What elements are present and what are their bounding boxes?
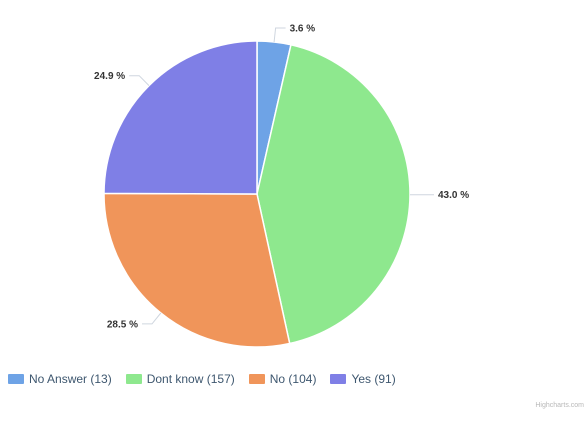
legend-item-dont-know[interactable]: Dont know (157)	[125, 372, 235, 386]
legend-swatch-no	[248, 374, 265, 384]
legend-label-no-answer: No Answer (13)	[29, 372, 112, 386]
label-connectors	[129, 27, 434, 325]
data-labels: 3.6 % 43.0 % 28.5 % 24.9 %	[94, 24, 469, 331]
pie-slice-no[interactable]	[103, 192, 291, 348]
pie-slices	[103, 40, 411, 348]
credits-link[interactable]: Highcharts.com	[535, 402, 584, 409]
legend: No Answer (13) Dont know (157) No (104) …	[8, 372, 583, 386]
legend-item-no[interactable]: No (104)	[248, 372, 317, 386]
pie-slice-dont-know[interactable]	[256, 43, 411, 345]
legend-label-yes: Yes (91)	[351, 372, 396, 386]
legend-swatch-yes	[330, 374, 347, 384]
legend-swatch-no-answer	[8, 374, 24, 384]
data-label-no: 28.5 %	[107, 319, 138, 330]
label-connector-no-answer	[273, 27, 286, 43]
pie-slice-yes[interactable]	[103, 40, 258, 195]
label-connector-yes	[129, 75, 150, 86]
legend-item-yes[interactable]: Yes (91)	[330, 372, 396, 386]
data-label-dont-know: 43.0 %	[438, 190, 469, 201]
legend-item-no-answer[interactable]: No Answer (13)	[8, 372, 112, 386]
legend-label-dont-know: Dont know (157)	[146, 372, 235, 386]
data-label-no-answer: 3.6 %	[290, 24, 316, 35]
legend-swatch-dont-know	[125, 374, 142, 384]
legend-label-no: No (104)	[269, 372, 317, 386]
data-label-yes: 24.9 %	[94, 71, 125, 82]
label-connector-no	[142, 312, 162, 325]
